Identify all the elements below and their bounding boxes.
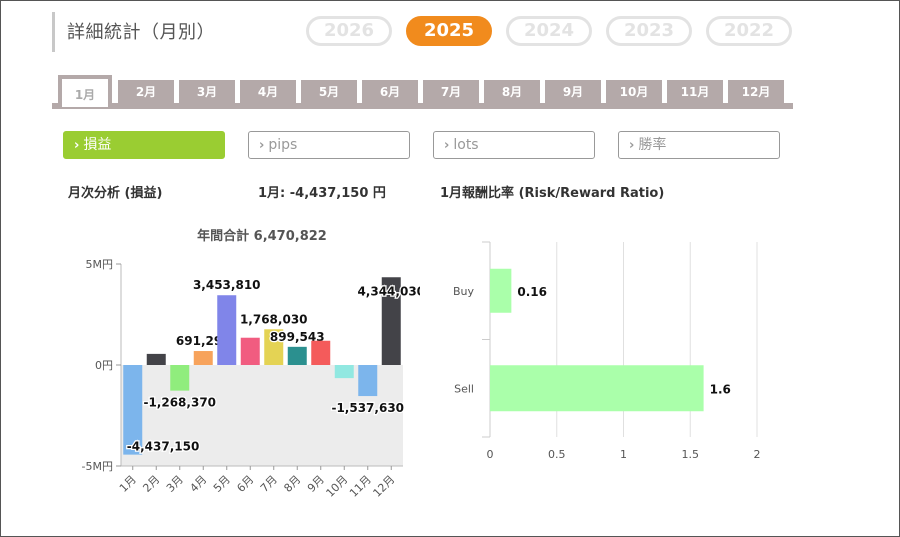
tab-month-5[interactable]: 5月 xyxy=(301,80,357,105)
category-label: Buy xyxy=(453,285,475,298)
title-accent-bar: 詳細統計（月別） xyxy=(52,12,215,52)
chevron-right-icon: › xyxy=(444,138,450,153)
bar xyxy=(123,365,143,455)
tab-month-10[interactable]: 10月 xyxy=(606,80,662,105)
tab-month-2[interactable]: 2月 xyxy=(118,80,174,105)
tab-underline xyxy=(52,103,793,109)
x-tick-label: 0.5 xyxy=(548,448,566,461)
x-tick-label: 2 xyxy=(754,448,761,461)
x-tick-label: 7月 xyxy=(258,473,280,495)
bar xyxy=(334,365,354,379)
x-tick-label: 3月 xyxy=(164,473,186,495)
tab-month-7[interactable]: 7月 xyxy=(423,80,479,105)
metric-button-pips[interactable]: › pips xyxy=(248,131,410,159)
metric-label: pips xyxy=(268,137,298,153)
bar xyxy=(264,329,284,365)
data-label: 1.6 xyxy=(710,382,731,396)
y-tick-label: 5M円 xyxy=(86,258,114,271)
bar xyxy=(240,337,260,365)
page-title: 詳細統計（月別） xyxy=(67,22,215,43)
x-tick-label: 5月 xyxy=(211,473,233,495)
data-label: 0.16 xyxy=(517,285,547,299)
x-tick-label: 0 xyxy=(487,448,494,461)
x-tick-label: 1.5 xyxy=(682,448,700,461)
tab-month-3[interactable]: 3月 xyxy=(179,80,235,105)
bar xyxy=(217,295,237,365)
year-button-2024[interactable]: 2024 xyxy=(506,16,592,46)
x-tick-label: 12月 xyxy=(371,473,398,500)
x-tick-label: 4月 xyxy=(187,473,209,495)
tab-month-9[interactable]: 9月 xyxy=(545,80,601,105)
monthly-analysis-heading: 月次分析 (損益) xyxy=(68,186,163,201)
x-tick-label: 1月 xyxy=(117,473,139,495)
negative-region-background xyxy=(121,365,403,466)
risk-reward-chart: 0 0.5 1 1.5 2 Buy 0.16 Sell 1.6 xyxy=(453,241,761,461)
month-pnl-summary: 1月: -4,437,150 円 xyxy=(258,186,386,201)
tab-month-12[interactable]: 12月 xyxy=(728,80,784,105)
bar xyxy=(287,346,307,365)
metric-button-pnl[interactable]: › 損益 xyxy=(63,131,225,159)
data-label: 4,344,030 xyxy=(357,284,420,298)
chart-title: 年間合計 6,470,822 xyxy=(197,228,327,244)
x-tick-label: 10月 xyxy=(324,473,351,500)
metric-label: lots xyxy=(453,137,479,153)
year-button-2026[interactable]: 2026 xyxy=(306,16,392,46)
risk-reward-heading: 1月報酬比率 (Risk/Reward Ratio) xyxy=(440,186,665,201)
chevron-right-icon: › xyxy=(629,138,635,153)
metric-label: 損益 xyxy=(83,137,112,153)
year-button-2023[interactable]: 2023 xyxy=(606,16,692,46)
bar xyxy=(490,268,512,313)
data-label: -1,537,630 xyxy=(331,401,404,415)
tab-month-6[interactable]: 6月 xyxy=(362,80,418,105)
tab-month-1[interactable]: 1月 xyxy=(58,75,112,107)
bar xyxy=(311,340,331,365)
x-tick-label: 1 xyxy=(620,448,627,461)
bar xyxy=(170,365,190,391)
metric-label: 勝率 xyxy=(638,137,667,153)
chevron-right-icon: › xyxy=(259,138,265,153)
bar xyxy=(358,365,378,397)
data-label: -4,437,150 xyxy=(127,440,200,454)
x-tick-label: 6月 xyxy=(234,473,256,495)
x-tick-label: 8月 xyxy=(281,473,303,495)
chevron-right-icon: › xyxy=(74,138,80,153)
data-label: -1,268,370 xyxy=(143,396,216,410)
bar xyxy=(146,353,166,365)
monthly-pnl-chart: 年間合計 6,470,822 5M円 0円 -5M円 1月 -4,437,150 2月 3月 -… xyxy=(82,228,420,500)
bar xyxy=(193,351,213,365)
y-tick-label: -5M円 xyxy=(82,460,113,473)
y-tick-label: 0円 xyxy=(95,359,113,372)
year-button-2022[interactable]: 2022 xyxy=(706,16,792,46)
year-button-2025[interactable]: 2025 xyxy=(406,16,492,46)
x-tick-label: 2月 xyxy=(140,473,162,495)
tab-month-4[interactable]: 4月 xyxy=(240,80,296,105)
metric-button-lots[interactable]: › lots xyxy=(433,131,595,159)
x-tick-label: 11月 xyxy=(347,473,374,500)
bar xyxy=(490,365,704,412)
data-label: 3,453,810 xyxy=(193,278,261,292)
metric-button-winrate[interactable]: › 勝率 xyxy=(618,131,780,159)
category-label: Sell xyxy=(454,382,474,395)
tab-month-11[interactable]: 11月 xyxy=(667,80,723,105)
tab-month-8[interactable]: 8月 xyxy=(484,80,540,105)
data-label: 1,768,030 xyxy=(240,312,308,326)
bar xyxy=(381,277,401,365)
